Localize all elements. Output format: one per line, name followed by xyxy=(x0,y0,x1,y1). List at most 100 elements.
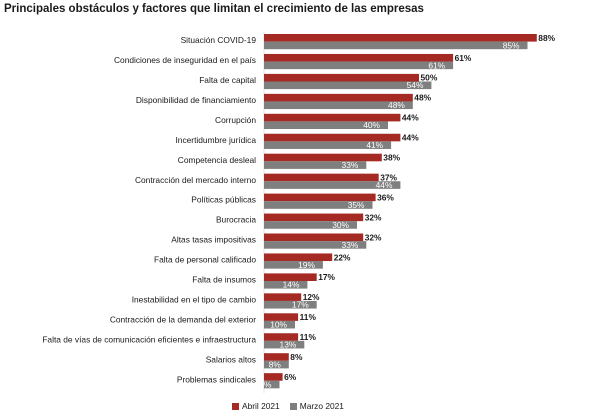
value-label-abril-cat-4: 44% xyxy=(402,113,419,123)
legend-label-marzo: Marzo 2021 xyxy=(299,401,344,411)
bar-marzo-cat-15 xyxy=(264,340,305,349)
category-label-cat-16: Salarios altos xyxy=(206,354,256,364)
value-label-abril-cat-7: 37% xyxy=(380,172,397,182)
value-label-marzo-cat-15: 13% xyxy=(280,340,297,350)
bar-abril-cat-15 xyxy=(264,333,299,341)
value-label-abril-cat-13: 12% xyxy=(303,292,320,302)
value-label-abril-cat-5: 44% xyxy=(402,133,419,143)
category-label-cat-12: Falta de insumos xyxy=(192,275,256,285)
bar-abril-cat-2 xyxy=(264,73,419,82)
value-label-abril-cat-6: 38% xyxy=(383,153,400,163)
legend-item-marzo: Marzo 2021 xyxy=(289,401,344,411)
value-label-marzo-cat-3: 48% xyxy=(388,100,405,110)
bar-abril-cat-13 xyxy=(264,293,302,301)
category-label-cat-0: Situación COVID-19 xyxy=(181,35,257,45)
bar-abril-cat-1 xyxy=(264,53,454,62)
value-label-abril-cat-8: 36% xyxy=(377,192,394,202)
value-label-marzo-cat-11: 19% xyxy=(298,260,315,270)
value-label-abril-cat-17: 6% xyxy=(284,372,297,382)
value-label-abril-cat-9: 32% xyxy=(365,212,382,222)
bar-abril-cat-17 xyxy=(264,373,283,381)
value-label-marzo-cat-1: 61% xyxy=(428,60,445,70)
category-label-cat-13: Inestabilidad en el tipo de cambio xyxy=(132,294,257,304)
bar-marzo-cat-11 xyxy=(264,261,323,269)
value-label-abril-cat-3: 48% xyxy=(414,93,431,103)
category-label-cat-7: Contracción del mercado interno xyxy=(135,175,256,185)
bar-marzo-cat-8 xyxy=(264,201,373,209)
category-label-cat-5: Incertidumbre jurídica xyxy=(175,135,256,145)
category-label-cat-17: Problemas sindicales xyxy=(177,374,256,384)
bar-marzo-cat-16 xyxy=(264,360,289,369)
category-label-cat-2: Falta de capital xyxy=(199,75,256,85)
value-label-marzo-cat-2: 54% xyxy=(407,80,424,90)
bar-abril-cat-14 xyxy=(264,313,299,321)
category-label-cat-4: Corrupción xyxy=(215,115,256,125)
bar-marzo-cat-6 xyxy=(264,161,367,169)
value-label-marzo-cat-4: 40% xyxy=(363,120,380,130)
category-label-cat-6: Competencia desleal xyxy=(178,155,256,165)
value-label-marzo-cat-9: 30% xyxy=(332,220,349,230)
category-label-cat-1: Condiciones de inseguridad en el país xyxy=(114,55,256,65)
value-label-abril-cat-14: 11% xyxy=(300,312,317,322)
legend-item-abril: Abril 2021 xyxy=(232,401,280,411)
bars-layer: Situación COVID-19 88% 85% Condiciones de i… xyxy=(42,33,555,390)
value-label-abril-cat-1: 61% xyxy=(455,53,472,63)
bar-marzo-cat-12 xyxy=(264,281,308,289)
value-label-marzo-cat-5: 41% xyxy=(366,140,383,150)
category-label-cat-8: Políticas públicas xyxy=(191,195,256,205)
category-label-cat-14: Contracción de la demanda del exterior xyxy=(110,314,256,324)
value-label-abril-cat-16: 8% xyxy=(290,352,303,362)
value-label-abril-cat-11: 22% xyxy=(334,252,351,262)
bar-abril-cat-6 xyxy=(264,153,382,162)
bar-marzo-cat-13 xyxy=(264,300,317,309)
bar-marzo-cat-17 xyxy=(264,380,280,389)
bar-marzo-cat-5 xyxy=(264,141,392,149)
category-label-cat-9: Burocracia xyxy=(216,215,256,225)
bar-marzo-cat-10 xyxy=(264,241,367,249)
chart-title: Principales obstáculos y factores que li… xyxy=(4,3,424,15)
bar-abril-cat-9 xyxy=(264,213,364,222)
bar-abril-cat-16 xyxy=(264,353,289,361)
bar-abril-cat-5 xyxy=(264,133,401,142)
value-label-marzo-cat-6: 33% xyxy=(342,160,359,170)
bar-abril-cat-10 xyxy=(264,233,364,242)
value-label-marzo-cat-17: 5% xyxy=(259,379,272,389)
value-label-abril-cat-15: 11% xyxy=(300,332,317,342)
value-label-abril-cat-10: 32% xyxy=(365,232,382,242)
bar-abril-cat-12 xyxy=(264,273,317,281)
bar-abril-cat-7 xyxy=(264,173,379,182)
bar-marzo-cat-14 xyxy=(264,320,295,329)
category-label-cat-11: Falta de personal calificado xyxy=(154,255,256,265)
value-label-marzo-cat-13: 17% xyxy=(292,300,309,310)
legend-swatch-marzo xyxy=(289,402,297,410)
value-label-abril-cat-2: 50% xyxy=(421,73,438,83)
category-label-cat-10: Altas tasas impositivas xyxy=(171,235,256,245)
bar-chart: Situación COVID-19 88% 85% Condiciones de i… xyxy=(42,32,556,393)
legend-swatch-abril xyxy=(232,402,239,410)
bar-abril-cat-8 xyxy=(264,193,376,202)
bar-abril-cat-0 xyxy=(264,34,537,42)
bar-marzo-cat-7 xyxy=(264,181,401,189)
value-label-marzo-cat-16: 8% xyxy=(269,360,282,370)
bar-abril-cat-4 xyxy=(264,113,401,122)
value-label-marzo-cat-0: 85% xyxy=(503,40,520,50)
bar-abril-cat-3 xyxy=(264,93,413,102)
value-label-marzo-cat-14: 10% xyxy=(270,320,287,330)
legend: Abril 2021 Marzo 2021 xyxy=(232,401,354,411)
category-label-cat-15: Falta de vías de comunicación eficientes… xyxy=(42,334,256,344)
value-label-marzo-cat-8: 35% xyxy=(348,200,365,210)
bar-marzo-cat-9 xyxy=(264,221,357,229)
value-label-marzo-cat-7: 44% xyxy=(376,180,393,190)
legend-label-abril: Abril 2021 xyxy=(242,401,280,411)
bar-marzo-cat-0 xyxy=(264,41,528,50)
bar-abril-cat-11 xyxy=(264,253,333,262)
value-label-abril-cat-12: 17% xyxy=(318,272,335,282)
category-label-cat-3: Disponibilidad de financiamiento xyxy=(136,95,256,105)
bar-marzo-cat-4 xyxy=(264,121,388,129)
bar-marzo-cat-2 xyxy=(264,81,432,90)
value-label-marzo-cat-12: 14% xyxy=(283,280,300,290)
bar-marzo-cat-3 xyxy=(264,101,413,110)
value-label-abril-cat-0: 88% xyxy=(538,33,555,43)
bar-marzo-cat-1 xyxy=(264,61,454,70)
value-label-marzo-cat-10: 33% xyxy=(342,240,359,250)
